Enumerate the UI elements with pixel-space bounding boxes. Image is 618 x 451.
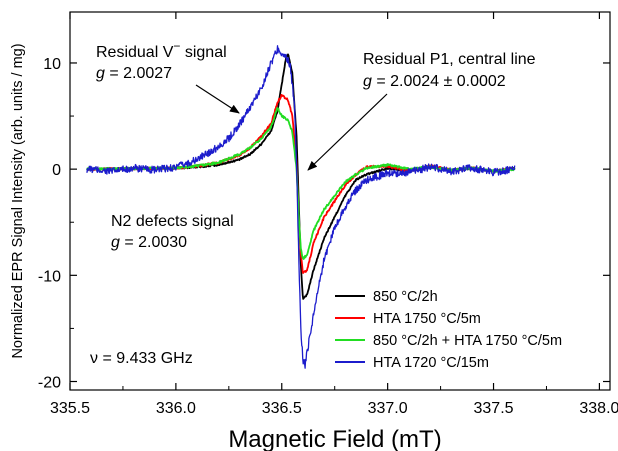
arrow-residual-v — [195, 84, 240, 114]
y-tick-label: 0 — [52, 162, 61, 179]
annotation-n2-defects: N2 defects signal — [111, 213, 234, 230]
legend-entry: 850 °C/2h — [373, 289, 438, 305]
y-tick-label: -20 — [38, 375, 61, 392]
plot-frame — [69, 11, 611, 391]
x-tick-label: 337.0 — [368, 400, 408, 417]
annotation-residual-v-g-value: = 2.0027 — [105, 65, 172, 82]
annotation-n2-defects-g-value: = 2.0030 — [120, 234, 187, 251]
series-layer — [86, 45, 516, 369]
annotation-residual-p1-g: g = 2.0024 ± 0.0002 — [363, 73, 506, 90]
x-axis-title: Magnetic Field (mT) — [228, 426, 441, 451]
x-tick-label: 337.5 — [474, 400, 514, 417]
x-tick-label: 336.5 — [262, 400, 302, 417]
annotation-frequency: ν = 9.433 GHz — [90, 350, 193, 367]
x-tick-label: 338.0 — [579, 400, 618, 417]
y-axis: -20 -10 0 10 — [38, 56, 610, 392]
annotation-n2-defects-g: g = 2.0030 — [111, 234, 187, 251]
series-line — [86, 53, 516, 300]
arrow-residual-p1 — [307, 93, 388, 171]
annotation-residual-v-superscript: − — [173, 39, 180, 53]
x-tick-label: 336.0 — [156, 400, 196, 417]
series-line — [86, 45, 516, 369]
annotation-residual-v: Residual V− signal — [96, 39, 227, 61]
annotation-residual-p1: Residual P1, central line — [363, 51, 536, 68]
legend: 850 °C/2h HTA 1750 °C/5m 850 °C/2h + HTA 1… — [335, 289, 562, 371]
y-axis-title: Normalized EPR Signal Intensity (arb. un… — [10, 43, 26, 358]
annotation-residual-p1-g-value: = 2.0024 ± 0.0002 — [372, 73, 506, 90]
x-tick-label: 335.5 — [50, 400, 90, 417]
legend-entry: HTA 1720 °C/15m — [373, 355, 489, 371]
legend-entry: HTA 1750 °C/5m — [373, 311, 481, 327]
annotation-residual-v-suffix: signal — [180, 44, 226, 61]
legend-entry: 850 °C/2h + HTA 1750 °C/5m — [373, 333, 562, 349]
annotation-residual-v-g: g = 2.0027 — [96, 65, 172, 82]
annotation-residual-v-label: Residual V — [96, 44, 174, 61]
y-tick-label: -10 — [38, 268, 61, 285]
x-axis: 335.5 336.0 336.5 337.0 337.5 338.0 — [50, 12, 618, 417]
y-tick-label: 10 — [43, 56, 61, 73]
